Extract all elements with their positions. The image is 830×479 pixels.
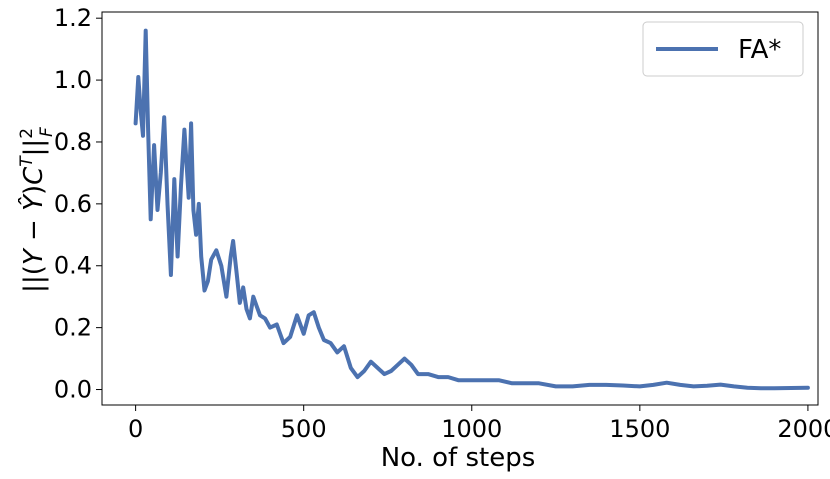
x-tick-label: 0 [128, 415, 143, 443]
y-tick-label: 0.6 [54, 190, 92, 218]
y-tick-label: 0.0 [54, 376, 92, 404]
plot-frame [101, 11, 819, 406]
y-tick-label: 0.4 [54, 252, 92, 280]
legend-box [642, 21, 804, 77]
x-tick-label: 1000 [441, 415, 502, 443]
x-axis-label: No. of steps [381, 443, 536, 473]
y-tick-label: 1.0 [54, 66, 92, 94]
x-tick-label: 500 [281, 415, 327, 443]
y-ticks: 0.0 0.2 0.4 0.6 0.8 1.0 1.2 [54, 4, 102, 404]
legend-label-fa: FA* [738, 35, 781, 65]
y-tick-label: 1.2 [54, 4, 92, 32]
y-tick-label: 0.2 [54, 314, 92, 342]
x-tick-label: 1500 [609, 415, 670, 443]
series-line-fa [133, 28, 810, 391]
legend: FA* [642, 21, 804, 77]
y-tick-label: 0.8 [54, 128, 92, 156]
y-axis-label: ||(Y − Ŷ)CT||2F [17, 127, 57, 293]
